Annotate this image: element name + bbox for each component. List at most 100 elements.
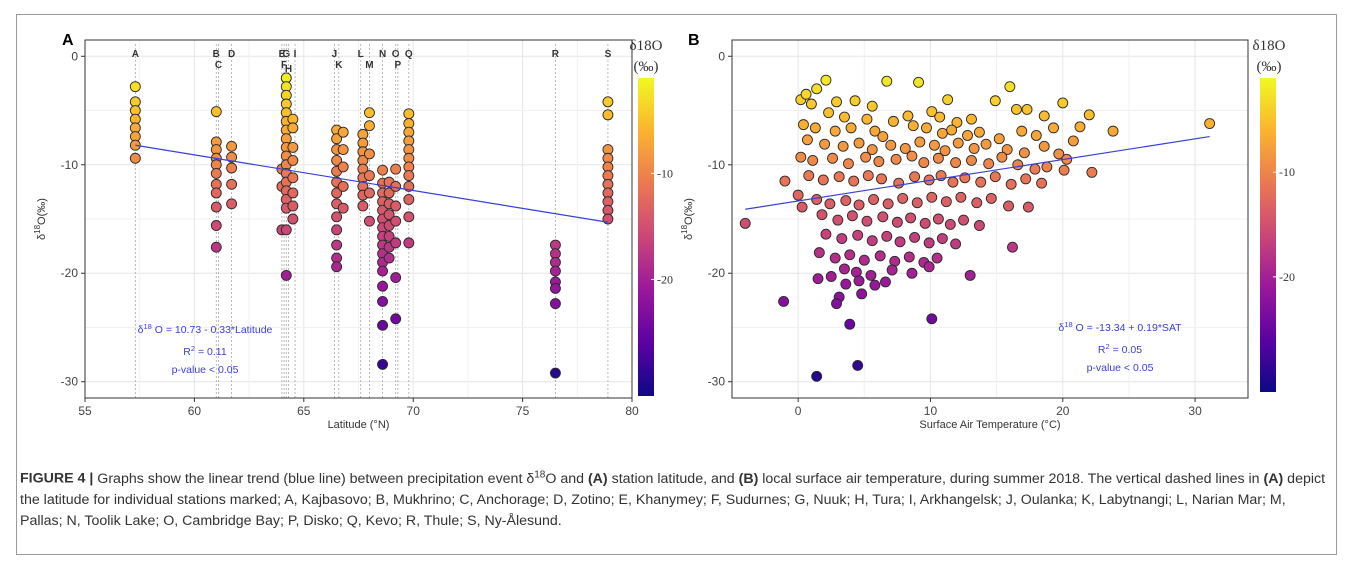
x-axis-label: Surface Air Temperature (°C) [919, 419, 1060, 431]
equation-part: O = 10.73 - 0.33*Latitude [152, 324, 273, 336]
data-point [383, 187, 395, 199]
data-point [882, 198, 894, 210]
data-point [853, 199, 865, 211]
data-point [377, 280, 389, 292]
station-label: N [379, 49, 386, 60]
data-point [946, 124, 958, 136]
data-point [363, 170, 375, 182]
r-squared-sup: 2 [191, 344, 195, 353]
y-axis-label: δ18O(‰) [680, 198, 695, 240]
data-point [952, 137, 964, 149]
data-point [390, 163, 402, 175]
data-point [936, 127, 948, 139]
data-point [602, 213, 614, 225]
data-point [819, 138, 831, 150]
data-point [876, 173, 887, 185]
data-point [951, 116, 963, 128]
data-point [827, 152, 839, 164]
y-tick-label: 0 [718, 49, 725, 63]
data-point [805, 98, 817, 110]
data-point [226, 198, 238, 210]
y-tick-label: -20 [61, 266, 79, 280]
data-point [918, 157, 930, 169]
y-tick-label: -20 [708, 266, 726, 280]
station-label: H [285, 64, 292, 75]
data-point [403, 194, 415, 205]
x-tick-label: 55 [78, 404, 92, 418]
caption-part: Graphs show the linear trend (blue line)… [97, 470, 535, 487]
data-point [331, 187, 343, 199]
data-point [820, 74, 832, 86]
data-point [226, 162, 238, 174]
data-point [1041, 161, 1053, 173]
y-tick-label: -10 [708, 158, 726, 172]
data-point [996, 151, 1008, 163]
data-point [845, 122, 857, 134]
data-point [1003, 200, 1014, 212]
data-point [869, 125, 881, 137]
y-tick-label: -10 [61, 158, 79, 172]
data-point [825, 271, 837, 282]
p-value-label: p-value < 0.05 [172, 364, 239, 376]
data-point [337, 161, 349, 173]
data-point [853, 275, 865, 287]
data-point [966, 154, 977, 166]
data-point [907, 120, 919, 132]
data-point [866, 235, 878, 247]
data-point [1012, 159, 1024, 171]
r-squared-part: R [1098, 344, 1106, 356]
data-point [862, 170, 874, 182]
equation-part: O = -13.34 + 0.19*SAT [1073, 322, 1183, 334]
data-point [983, 158, 995, 170]
plot-border [84, 39, 633, 399]
data-point [383, 252, 395, 264]
data-point [1038, 140, 1050, 152]
data-point [975, 176, 987, 188]
data-point [210, 167, 222, 179]
data-point [331, 261, 343, 273]
y-axis-label-part: O(‰) [36, 198, 48, 225]
station-label: R [552, 49, 560, 60]
data-point [869, 279, 881, 291]
data-point [337, 202, 349, 214]
trend-line [745, 135, 1210, 210]
caption-part: 18 [534, 469, 546, 480]
x-tick-label: 70 [407, 404, 421, 418]
data-point [926, 106, 938, 118]
data-point [993, 133, 1005, 145]
data-point [894, 236, 906, 248]
data-point [280, 224, 292, 236]
x-axis-label: Latitude (°N) [328, 419, 390, 431]
colorbar-tick-label: -20 [1279, 270, 1295, 284]
data-point [858, 254, 870, 266]
r-squared-part: R [183, 346, 191, 358]
panel-letter: A [62, 32, 74, 49]
data-point [844, 318, 856, 330]
data-point [973, 220, 985, 231]
x-tick-label: 10 [924, 404, 938, 418]
data-point [921, 122, 932, 134]
caption-label: FIGURE 4 | [20, 470, 94, 487]
data-point [903, 251, 915, 263]
figure-caption: FIGURE 4 | Graphs show the linear trend … [20, 464, 1332, 532]
data-point [1036, 177, 1048, 189]
y-tick-label: 0 [71, 49, 78, 63]
data-point [906, 267, 918, 279]
y-axis-label-part: O(‰) [683, 198, 695, 225]
data-point [947, 176, 959, 188]
colorbar [1260, 78, 1276, 392]
caption-part: station latitude, and [607, 470, 739, 487]
data-point [287, 141, 299, 153]
data-point [934, 111, 946, 123]
data-point [377, 164, 389, 176]
data-point [964, 269, 976, 281]
station-label: O [392, 49, 400, 60]
data-point [940, 196, 952, 208]
y-axis-label-part: δ [683, 234, 695, 240]
colorbar-tick-label: -10 [657, 166, 673, 180]
y-tick-label: -30 [61, 375, 79, 389]
data-point [989, 171, 1001, 183]
x-tick-label: 60 [188, 404, 202, 418]
